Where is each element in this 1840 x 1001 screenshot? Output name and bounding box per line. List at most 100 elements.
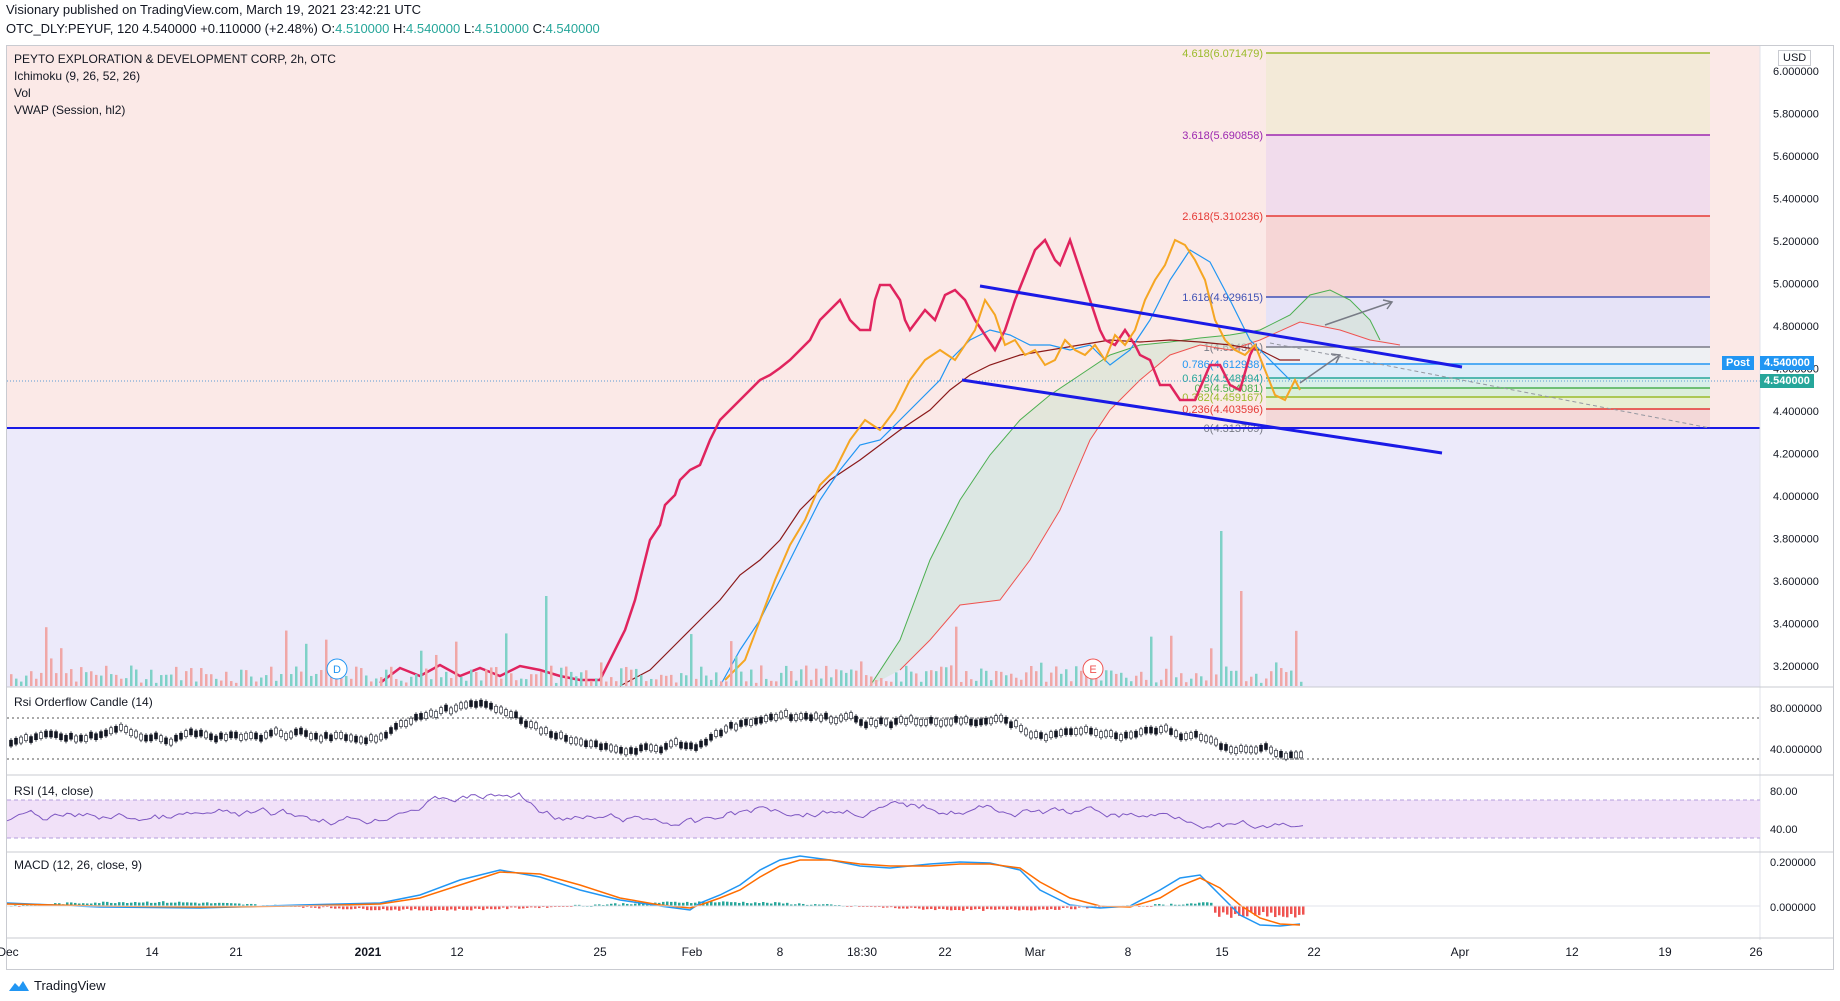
event-marker-d[interactable]: D [326, 658, 348, 680]
volume-bar [90, 671, 93, 686]
event-marker-e[interactable]: E [1082, 658, 1104, 680]
footer-brand-text: TradingView [34, 978, 106, 993]
orderflow-candle [1074, 728, 1078, 735]
macd-hist-bar [322, 906, 325, 908]
orderflow-candle [879, 717, 883, 725]
orderflow-candle [124, 726, 128, 733]
symbol-line: OTC_DLY:PEYUF, 120 4.540000 +0.110000 (+… [6, 21, 600, 37]
orderflow-candle [1099, 731, 1103, 738]
macd-hist-bar [1042, 906, 1045, 910]
macd-hist-bar [718, 902, 721, 906]
volume-bar [1160, 679, 1163, 686]
orderflow-candle [809, 714, 813, 721]
currency-badge[interactable]: USD [1778, 50, 1812, 66]
volume-bar [60, 648, 63, 686]
volume-bar [385, 669, 388, 686]
macd-hist-bar [942, 906, 945, 910]
macd-hist-bar [994, 906, 997, 910]
orderflow-candle [749, 719, 753, 726]
macd-hist-bar [242, 904, 245, 906]
fib-zone-0236 [1266, 409, 1710, 428]
price-trace [724, 238, 1301, 681]
macd-hist-bar [794, 904, 797, 906]
volume-bar [1275, 662, 1278, 686]
orderflow-candle [1109, 730, 1113, 738]
macd-hist-bar [370, 906, 373, 911]
orderflow-candle [9, 739, 13, 747]
indicator-vol[interactable]: Vol [14, 86, 31, 100]
volume-bar [1100, 680, 1103, 686]
macd-hist-bar [1218, 906, 1221, 917]
macd-hist-bar [150, 902, 153, 906]
macd-hist-bar [922, 906, 925, 910]
macd-hist-bar [478, 906, 481, 909]
macd-hist-bar [78, 903, 81, 906]
macd-hist-bar [1018, 906, 1021, 911]
orderflow-candle [1019, 725, 1023, 732]
orderflow-candle [1274, 750, 1278, 757]
macd-hist-bar [394, 906, 397, 910]
kijun-line [619, 339, 1300, 687]
macd-hist-bar [310, 906, 313, 908]
volume-bar [555, 682, 558, 686]
volume-bar [305, 643, 308, 686]
macd-hist-bar [342, 906, 345, 910]
price-axis-label: 3.400000 [1773, 619, 1819, 631]
volume-bar [20, 681, 23, 686]
orderflow-candle [754, 717, 758, 725]
macd-hist-bar [1058, 906, 1061, 910]
orderflow-candle [934, 718, 938, 726]
volume-bar [575, 676, 578, 686]
svg-text:E: E [1089, 664, 1096, 676]
volume-bar [210, 674, 213, 686]
rsi-pane-title[interactable]: RSI (14, close) [14, 784, 94, 798]
volume-bar [300, 671, 303, 686]
volume-bar [275, 680, 278, 686]
price-axis-label: 5.800000 [1773, 109, 1819, 121]
volume-bar [625, 666, 628, 686]
orderflow-pane-title[interactable]: Rsi Orderflow Candle (14) [14, 695, 153, 709]
volume-bar [945, 667, 948, 686]
volume-bar [170, 674, 173, 686]
orderflow-candle [319, 735, 323, 743]
orderflow-candle [949, 718, 953, 726]
volume-bar [335, 673, 338, 686]
macd-hist-bar [914, 906, 917, 909]
chart-frame[interactable] [6, 45, 1834, 970]
volume-bar [620, 668, 623, 686]
time-axis-label: Feb [682, 945, 703, 959]
macd-hist-bar [674, 901, 677, 906]
macd-pane-title[interactable]: MACD (12, 26, close, 9) [14, 858, 143, 872]
orderflow-candle [599, 743, 603, 751]
footer-brand[interactable]: TradingView [8, 978, 106, 993]
orderflow-candle [799, 713, 803, 720]
volume-bar [605, 681, 608, 686]
orderflow-candle [539, 727, 543, 735]
volume-bar [165, 674, 168, 686]
orderflow-candle [694, 744, 698, 751]
orderflow-candle [1189, 732, 1193, 739]
indicator-vwap[interactable]: VWAP (Session, hl2) [14, 103, 126, 117]
macd-hist-bar [746, 902, 749, 906]
macd-hist-bar [954, 906, 957, 911]
macd-hist-bar [882, 906, 885, 908]
time-axis-label: 15 [1215, 945, 1229, 959]
orderflow-candle [89, 731, 93, 739]
indicator-ichimoku[interactable]: Ichimoku (9, 26, 52, 26) [14, 69, 141, 83]
macd-hist-bar [178, 901, 181, 906]
macd-histogram [10, 901, 1305, 918]
volume-bar [785, 665, 788, 686]
macd-hist-bar [690, 903, 693, 906]
volume-bar [780, 672, 783, 686]
macd-hist-bar [182, 902, 185, 906]
volume-bar [760, 665, 763, 686]
orderflow-candle [544, 727, 548, 735]
macd-hist-bar [918, 906, 921, 909]
volume-bar [570, 671, 573, 686]
macd-hist-bar [162, 901, 165, 906]
macd-hist-bar [1206, 902, 1209, 906]
volume-bar [215, 678, 218, 686]
svg-text:D: D [333, 664, 341, 676]
macd-hist-bar [790, 904, 793, 906]
